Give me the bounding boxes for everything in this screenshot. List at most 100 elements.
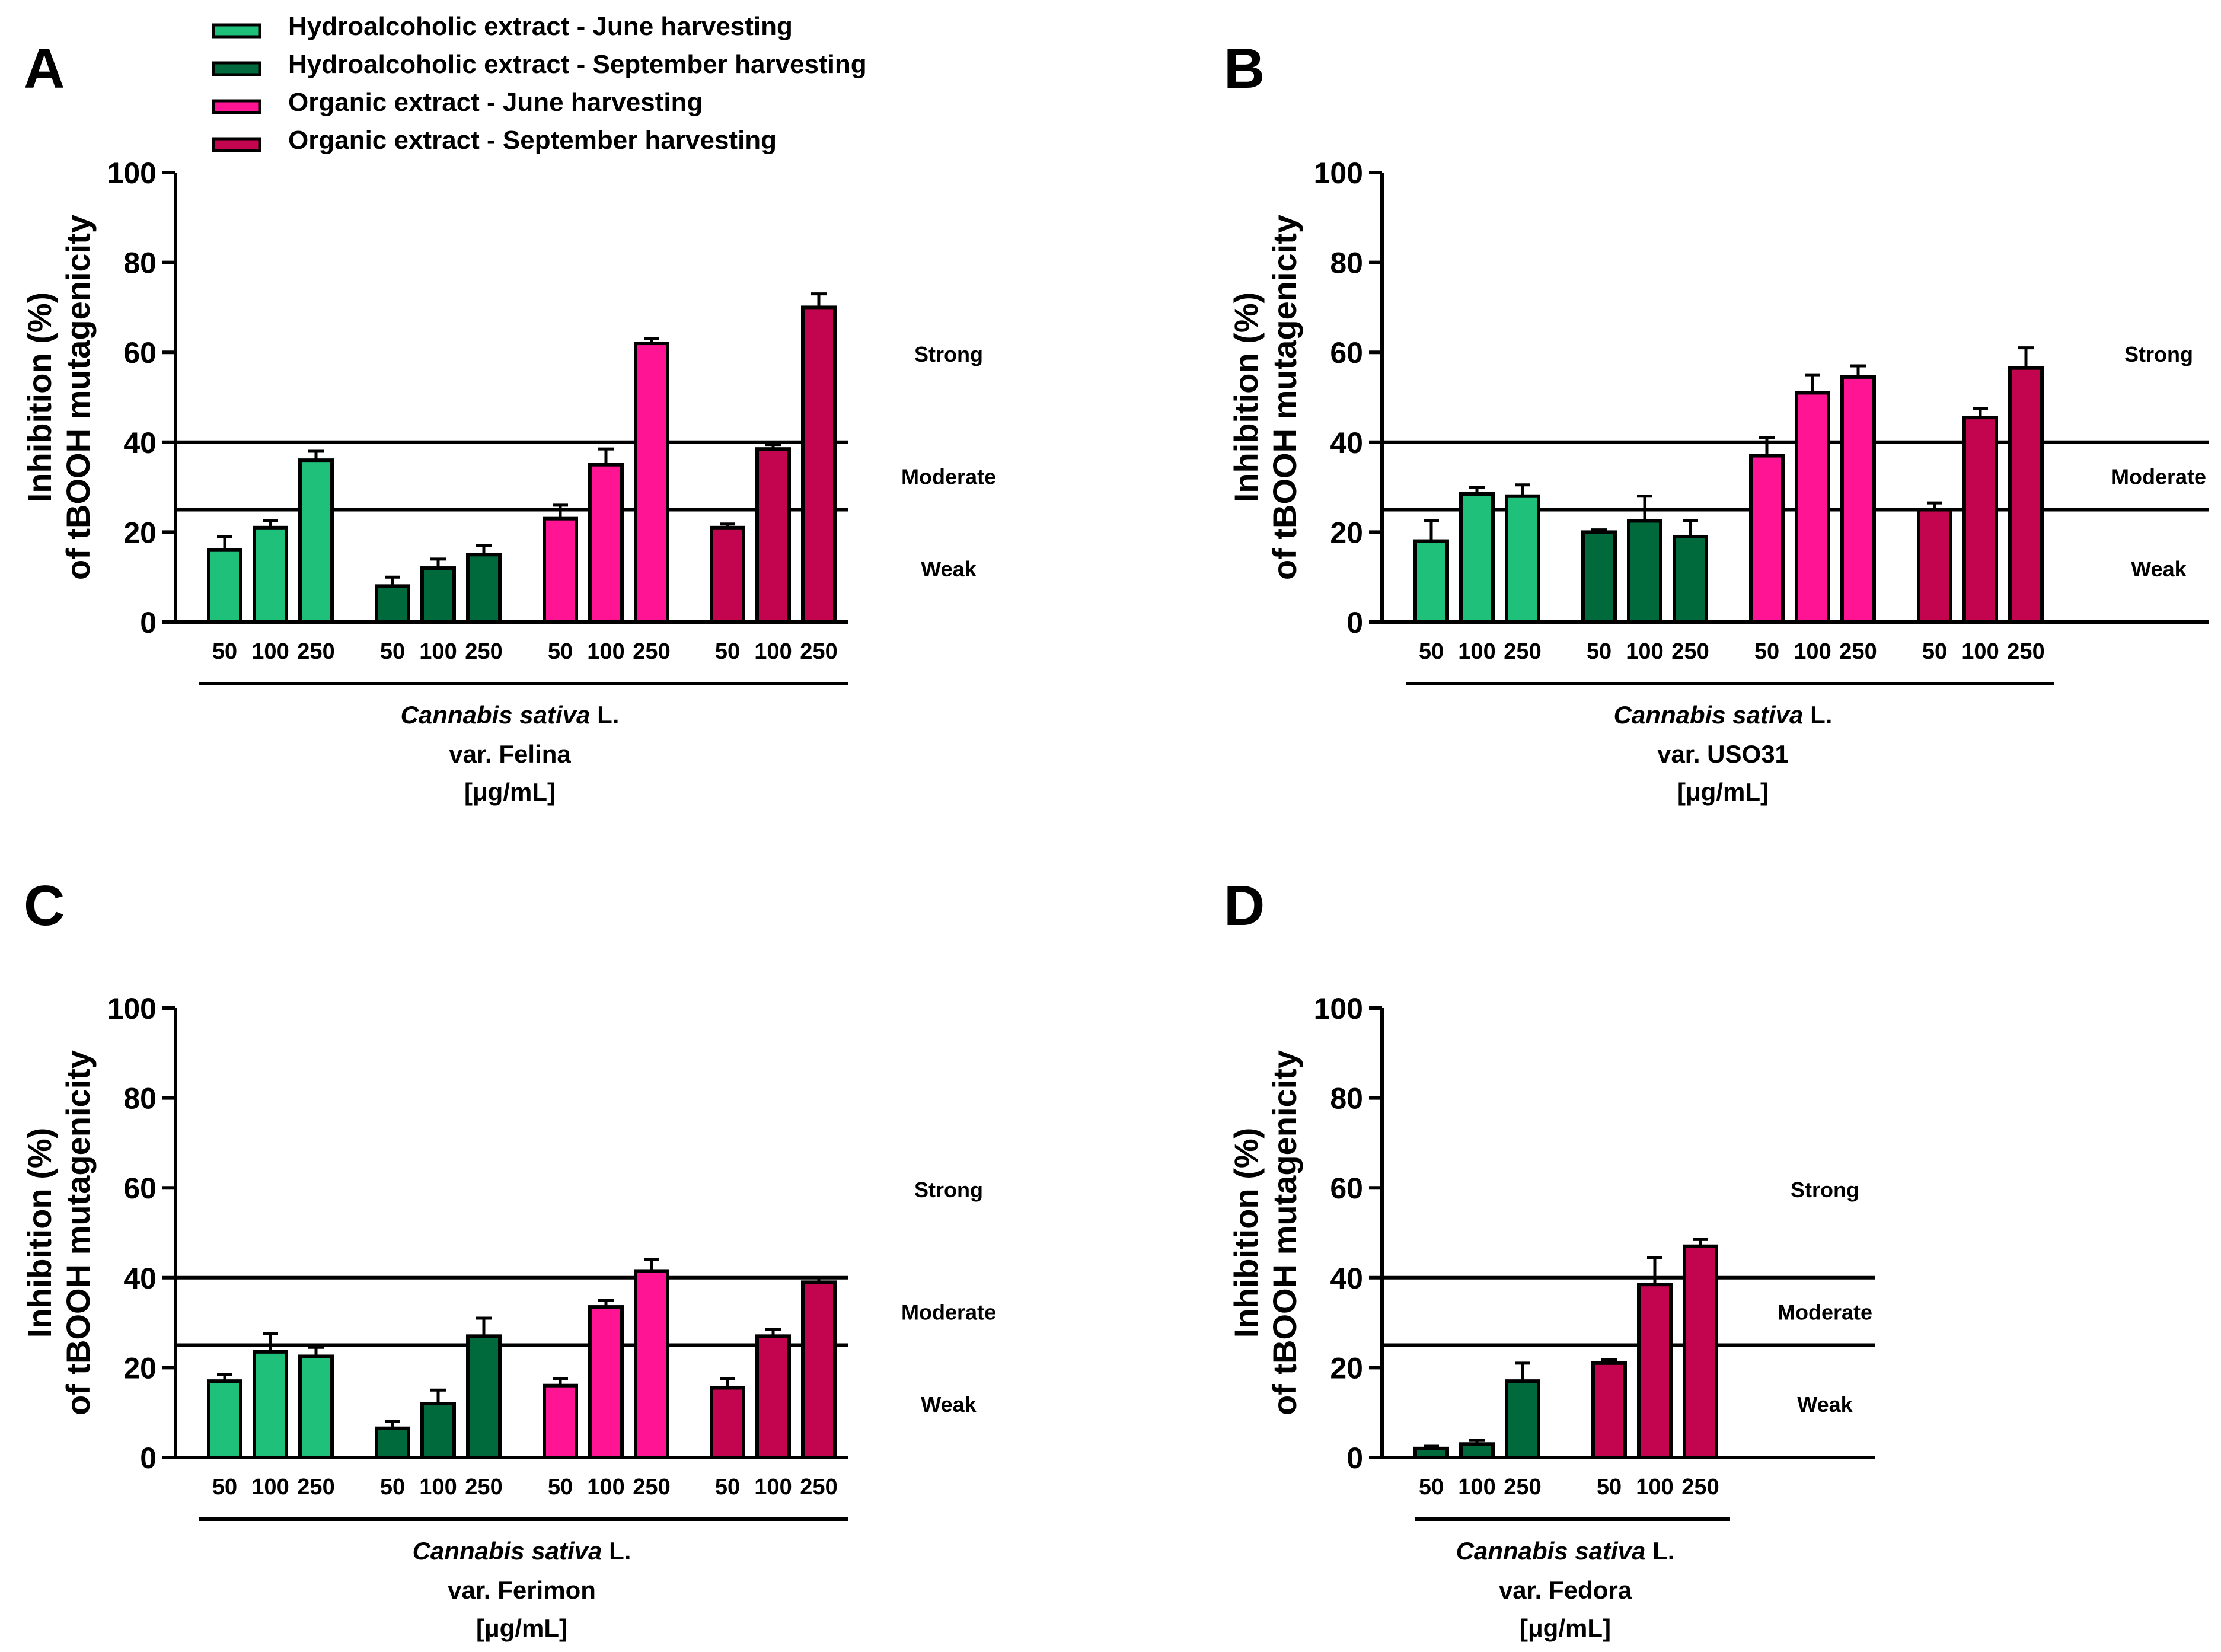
bar bbox=[420, 566, 456, 624]
x-tick-label: 50 bbox=[212, 1475, 237, 1500]
legend-swatch bbox=[212, 23, 261, 39]
y-tick-label: 20 bbox=[123, 1351, 157, 1385]
x-tick-label: 50 bbox=[1922, 639, 1947, 664]
zone-label: Weak bbox=[921, 557, 977, 581]
y-tick-label: 20 bbox=[123, 516, 157, 549]
x-tick-label: 100 bbox=[251, 639, 289, 664]
x-tick-label: 250 bbox=[1504, 1475, 1541, 1500]
y-axis-label: Inhibition (%) bbox=[1227, 1128, 1265, 1338]
bar bbox=[207, 1379, 242, 1459]
caption-species-name: Cannabis sativa bbox=[401, 701, 591, 729]
caption-unit: [μg/mL] bbox=[1677, 778, 1769, 806]
bar bbox=[801, 1280, 837, 1459]
x-tick-label: 250 bbox=[297, 639, 334, 664]
x-tick-label: 100 bbox=[754, 1475, 792, 1500]
legend-label: Organic extract - June harvesting bbox=[288, 88, 703, 117]
bar bbox=[634, 1269, 669, 1459]
y-tick-label: 80 bbox=[1330, 247, 1363, 280]
x-tick-label: 50 bbox=[380, 1475, 405, 1500]
bar bbox=[801, 305, 837, 624]
x-tick-label: 50 bbox=[548, 639, 573, 664]
legend-label: Hydroalcoholic extract - June harvesting bbox=[288, 12, 793, 41]
x-tick-label: 100 bbox=[419, 639, 457, 664]
panel-a: A Inhibition (%) of tBOOH mutagenicity 0 20 4… bbox=[21, 37, 996, 806]
x-tick-label: 100 bbox=[587, 639, 624, 664]
caption-species-author: L. bbox=[1803, 701, 1832, 729]
x-tick-label: 250 bbox=[2007, 639, 2044, 664]
bar bbox=[466, 553, 502, 624]
bar bbox=[634, 342, 669, 624]
y-tick-label: 60 bbox=[1330, 1172, 1363, 1205]
caption-species: Cannabis sativa L. bbox=[401, 701, 620, 729]
y-tick-label: 40 bbox=[123, 1262, 157, 1295]
bar bbox=[755, 1334, 791, 1460]
legend-label: Hydroalcoholic extract - September harve… bbox=[288, 50, 867, 79]
bar bbox=[375, 584, 410, 624]
caption-variety: var. Felina bbox=[449, 740, 571, 768]
bar bbox=[1749, 454, 1785, 624]
x-tick-label: 50 bbox=[548, 1475, 573, 1500]
bar bbox=[298, 1354, 334, 1459]
y-tick-label: 0 bbox=[1346, 1441, 1363, 1475]
y-axis-label: of tBOOH mutagenicity bbox=[59, 215, 97, 580]
bar bbox=[710, 525, 745, 624]
y-axis-label: of tBOOH mutagenicity bbox=[59, 1050, 97, 1415]
panel-d: D Inhibition (%) of tBOOH mutagenicity 0 20 4… bbox=[1224, 874, 1875, 1642]
zone-label: Strong bbox=[914, 1178, 983, 1202]
zone-label: Strong bbox=[1791, 1178, 1859, 1202]
bar bbox=[588, 1305, 624, 1460]
x-tick-label: 50 bbox=[1754, 639, 1779, 664]
zone-label: Moderate bbox=[2111, 465, 2206, 489]
bar bbox=[466, 1334, 502, 1460]
caption-species-author: L. bbox=[602, 1537, 631, 1565]
bar bbox=[1413, 539, 1449, 624]
bar bbox=[1413, 1446, 1449, 1460]
panel-letter: D bbox=[1224, 874, 1265, 937]
x-tick-label: 250 bbox=[633, 1475, 670, 1500]
caption-species: Cannabis sativa L. bbox=[1614, 701, 1833, 729]
y-axis-label: of tBOOH mutagenicity bbox=[1266, 1050, 1303, 1415]
legend-swatch bbox=[212, 137, 261, 152]
caption-unit: [μg/mL] bbox=[464, 778, 556, 806]
y-tick-label: 60 bbox=[123, 336, 157, 369]
zone-label: Weak bbox=[1797, 1392, 1853, 1417]
x-tick-label: 250 bbox=[465, 1475, 502, 1500]
y-tick-label: 40 bbox=[1330, 1262, 1363, 1295]
caption-unit: [μg/mL] bbox=[476, 1614, 567, 1642]
x-tick-label: 250 bbox=[1504, 639, 1541, 664]
bar bbox=[1637, 1283, 1673, 1459]
bar bbox=[207, 548, 242, 624]
bar bbox=[2008, 366, 2044, 624]
x-tick-label: 100 bbox=[1458, 1475, 1495, 1500]
y-tick-label: 40 bbox=[1330, 426, 1363, 460]
y-tick-label: 60 bbox=[1330, 336, 1363, 369]
x-tick-label: 100 bbox=[1961, 639, 1999, 664]
bar bbox=[1591, 1361, 1627, 1460]
caption-species: Cannabis sativa L. bbox=[413, 1537, 631, 1565]
y-tick-label: 80 bbox=[123, 1082, 157, 1115]
y-axis-label: of tBOOH mutagenicity bbox=[1266, 215, 1303, 580]
panel-letter: C bbox=[24, 874, 65, 937]
bar bbox=[1505, 494, 1540, 624]
caption-species-author: L. bbox=[1645, 1537, 1674, 1565]
y-tick-label: 60 bbox=[123, 1172, 157, 1205]
x-tick-label: 100 bbox=[1794, 639, 1831, 664]
bar bbox=[1795, 391, 1830, 624]
x-tick-label: 50 bbox=[715, 639, 740, 664]
y-axis-label: Inhibition (%) bbox=[1227, 292, 1265, 503]
legend-label: Organic extract - September harvesting bbox=[288, 126, 777, 155]
legend-swatch bbox=[212, 61, 261, 76]
bar bbox=[420, 1402, 456, 1460]
x-tick-label: 50 bbox=[1419, 639, 1444, 664]
zone-label: Moderate bbox=[1778, 1300, 1872, 1325]
panel-b: B Inhibition (%) of tBOOH mutagenicity 0 20 4… bbox=[1224, 37, 2209, 806]
bar bbox=[1459, 492, 1495, 624]
bar bbox=[1962, 416, 1998, 624]
zone-label: Moderate bbox=[901, 1300, 996, 1325]
bar bbox=[755, 447, 791, 624]
bar bbox=[253, 1350, 288, 1460]
bar bbox=[1917, 508, 1952, 624]
x-tick-label: 250 bbox=[297, 1475, 334, 1500]
bar bbox=[710, 1386, 745, 1460]
